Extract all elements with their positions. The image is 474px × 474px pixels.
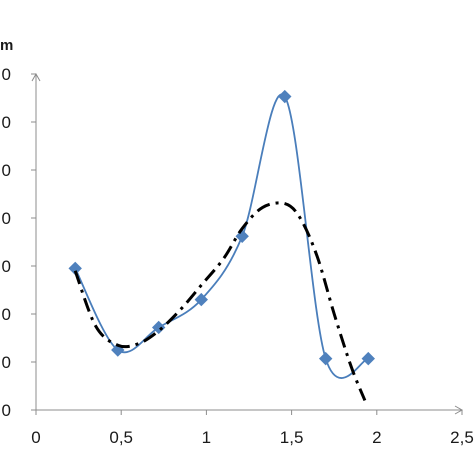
x-tick-label: 0,5 [109, 428, 133, 447]
series-layer [68, 89, 375, 401]
data-point-marker [278, 89, 292, 104]
y-tick-label: 0 [2, 113, 11, 132]
y-tick-label: 0 [2, 353, 11, 372]
series-line-dash-dot [73, 201, 367, 401]
tick-labels: 0 0,5 1 1,5 2 2,5 0 0 0 0 0 0 0 0 [2, 65, 474, 447]
y-tick-label: 0 [2, 257, 11, 276]
x-tick-label: 1,5 [280, 428, 304, 447]
x-tick-label: 1 [202, 428, 211, 447]
y-tick-label: 0 [2, 65, 11, 84]
y-tick-label: 0 [2, 161, 11, 180]
y-tick-label: 0 [2, 305, 11, 324]
y-tick-label: 0 [2, 209, 11, 228]
data-point-marker [318, 351, 333, 366]
y-tick-label: 0 [2, 401, 11, 420]
x-tick-label: 0 [31, 428, 40, 447]
x-tick-label: 2,5 [450, 428, 474, 447]
data-point-marker [151, 320, 166, 335]
x-tick-label: 2 [372, 428, 381, 447]
y-axis-unit-label: m [0, 37, 13, 54]
series-line-solid [74, 93, 369, 379]
axes [31, 72, 464, 415]
data-point-marker [194, 292, 208, 307]
data-point-marker [361, 351, 375, 366]
